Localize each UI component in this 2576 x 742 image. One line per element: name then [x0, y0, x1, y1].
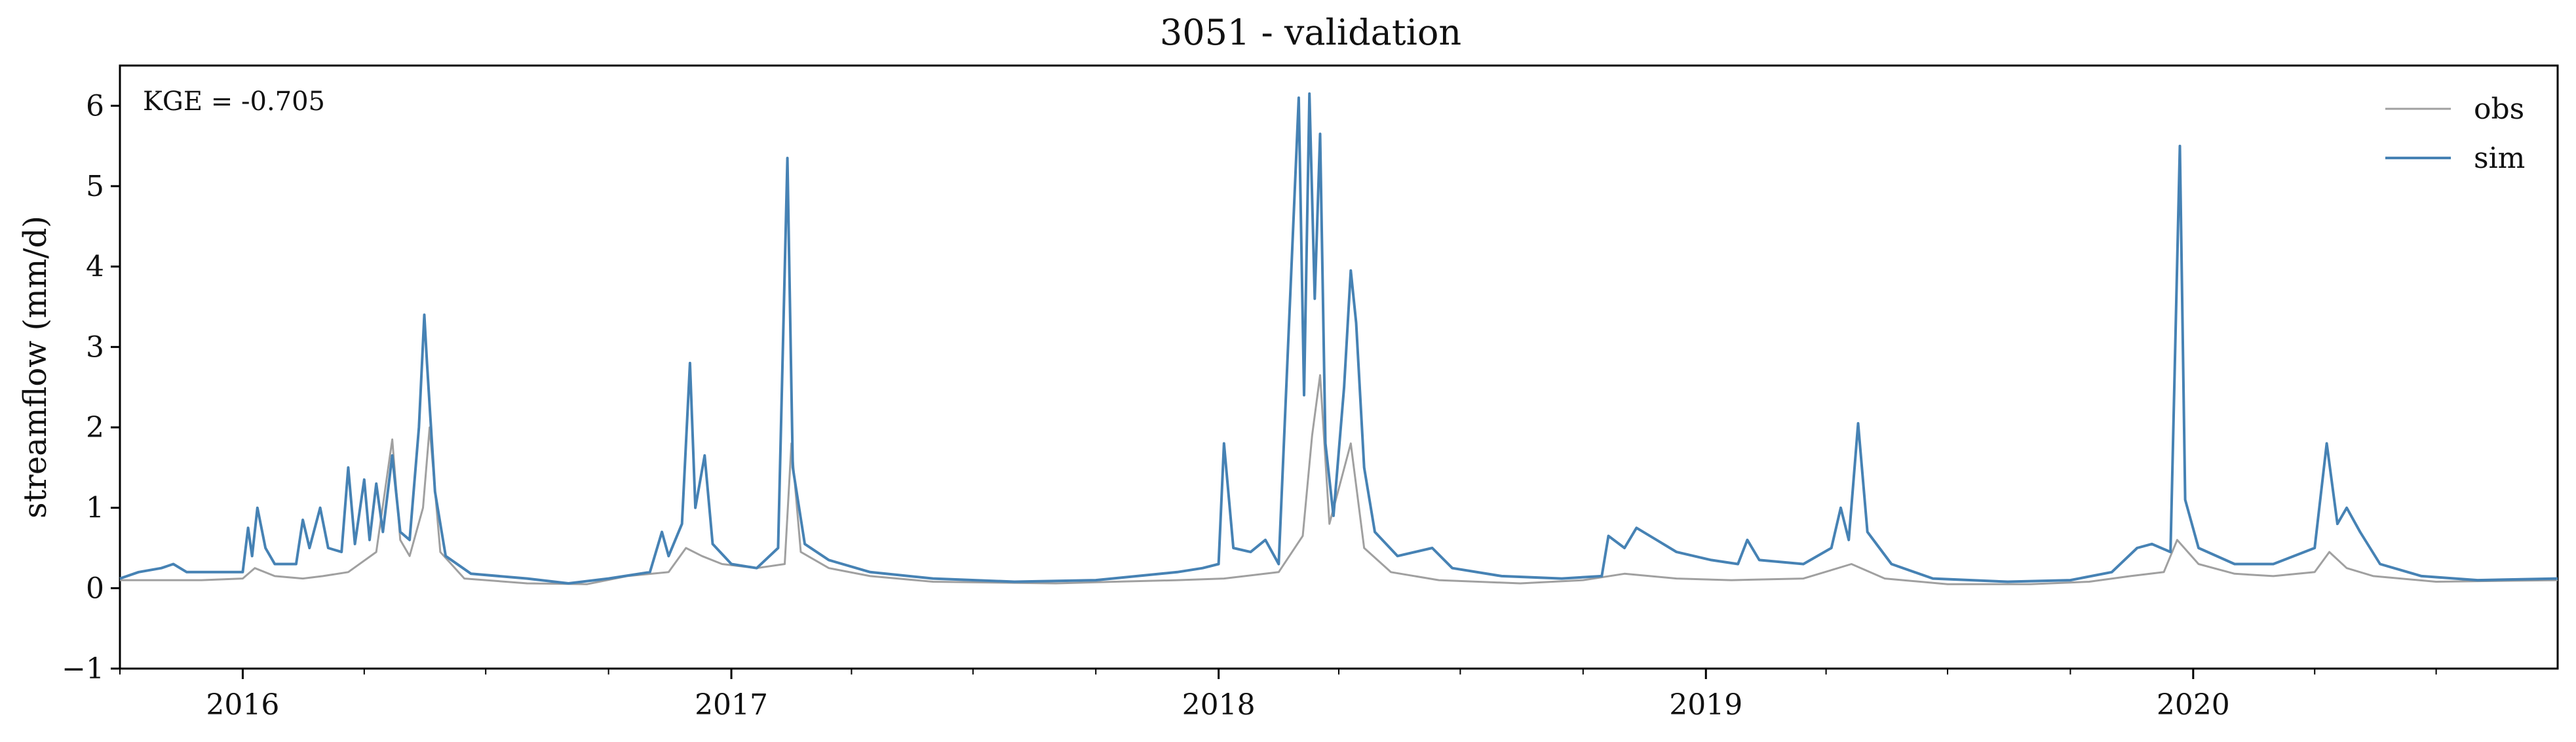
- y-tick-label: 1: [86, 492, 104, 525]
- y-tick-label: 0: [86, 572, 104, 605]
- y-axis: −1 0 1 2 3 4 5 6: [62, 89, 120, 686]
- legend-label-sim: sim: [2474, 142, 2525, 175]
- y-tick-label: 6: [86, 89, 104, 123]
- x-axis: 2016 2017 2018 2019 2020: [119, 669, 2437, 722]
- y-axis-label: streamflow (mm/d): [17, 216, 54, 518]
- series-line-obs: [120, 374, 2558, 585]
- y-tick-label: 4: [86, 250, 104, 284]
- y-tick-label: 3: [86, 330, 104, 364]
- x-tick-label: 2017: [695, 688, 768, 722]
- x-tick-label: 2016: [206, 688, 279, 722]
- plot-frame: [119, 64, 2559, 670]
- x-tick-label: 2020: [2157, 688, 2230, 722]
- legend-label-obs: obs: [2474, 92, 2524, 126]
- y-tick-label: 2: [86, 411, 104, 444]
- kge-annotation: KGE = -0.705: [143, 87, 325, 117]
- legend: obs sim: [2385, 92, 2525, 175]
- chart-title: 3051 - validation: [1160, 12, 1461, 53]
- y-tick-label: −1: [62, 652, 104, 686]
- x-tick-label: 2019: [1669, 688, 1742, 722]
- x-tick-label: 2018: [1182, 688, 1256, 722]
- series-line-sim: [119, 92, 2558, 585]
- series-layer: [119, 92, 2558, 585]
- y-tick-label: 5: [86, 170, 104, 203]
